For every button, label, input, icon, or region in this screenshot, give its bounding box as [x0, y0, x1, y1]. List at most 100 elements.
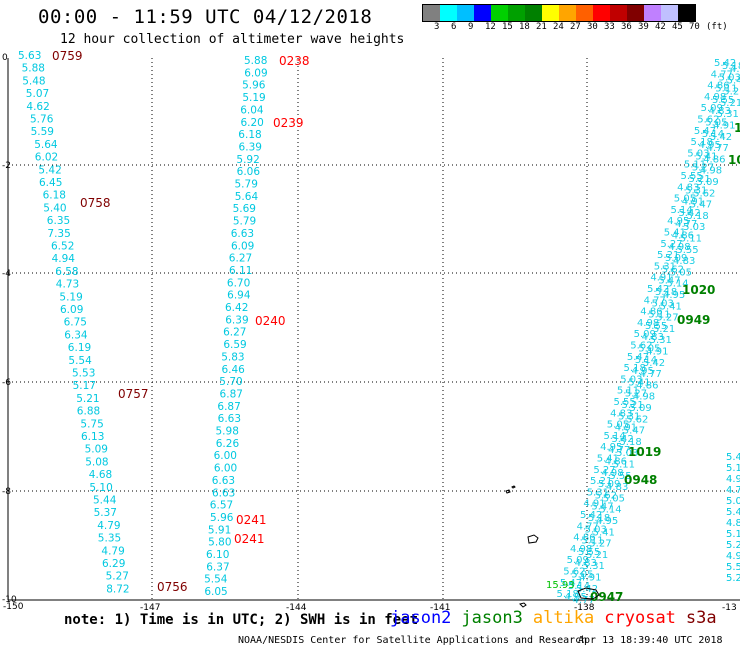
swh-value: 5.09	[634, 329, 656, 340]
swh-value: 4.77	[711, 69, 733, 80]
swh-value: 5.47	[627, 352, 649, 363]
swh-value: 6.63	[212, 475, 235, 487]
swh-value: 4.86	[573, 533, 595, 544]
swh-value: 5.64	[34, 139, 58, 151]
y-tick-label: -8	[2, 487, 11, 497]
swh-value: 4.86	[703, 154, 725, 165]
swh-value: 5.21	[720, 98, 740, 109]
swh-value: 5.09	[665, 253, 687, 264]
swh-value: 6.18	[43, 190, 66, 202]
swh-value: 6.20	[240, 117, 263, 129]
swh-value: 5.11	[617, 386, 639, 397]
swh-value: 6.00	[214, 463, 237, 475]
swh-value: 5.41	[593, 527, 615, 538]
time-label-jason3: 0948	[624, 473, 657, 487]
swh-value: 6.19	[68, 342, 91, 354]
swh-value: 5.55	[645, 321, 667, 332]
time-label-jason3: 1019	[628, 445, 661, 459]
swh-value: 5.42	[710, 132, 732, 143]
swh-value: 6.39	[225, 314, 248, 326]
time-label-cryosat: 0238	[279, 54, 310, 68]
time-label-cryosat: 0241	[236, 513, 267, 527]
swh-value: 5.27	[625, 389, 647, 400]
credit-line: NOAA/NESDIS Center for Satellite Applica…	[238, 635, 588, 646]
swh-value: 5.09	[85, 444, 108, 456]
swh-value: 5.19	[242, 92, 265, 104]
color-scale-tick: 42	[655, 22, 666, 32]
generated-timestamp: Apr 13 18:39:40 UTC 2018	[578, 635, 723, 646]
swh-value: 5.47	[658, 276, 680, 287]
satellite-legend: jason2 jason3 altika cryosat s3a	[390, 608, 727, 628]
swh-value: 5.03	[585, 524, 607, 535]
swh-value: 6.46	[221, 364, 245, 376]
swh-value: 5.14	[666, 279, 688, 290]
swh-value: 5.05	[705, 118, 727, 129]
swh-value: 5.62	[626, 414, 648, 425]
swh-value: 5.18	[557, 589, 579, 600]
swh-value: 4.83	[677, 182, 699, 193]
swh-value: 5.03	[683, 222, 705, 233]
time-label-cryosat: 0241	[234, 532, 265, 546]
island-outline	[519, 602, 527, 608]
swh-value: 6.27	[229, 253, 252, 265]
swh-value: 5.1	[726, 463, 740, 474]
swh-value: 4.95	[730, 64, 740, 75]
legend-s3a: s3a	[685, 608, 717, 628]
swh-value: 5.21	[653, 324, 675, 335]
swh-value: 5.62	[662, 264, 684, 275]
swh-value: 4.86	[707, 81, 729, 92]
legend-cryosat: cryosat	[604, 608, 676, 628]
map-subtitle: 12 hour collection of altimeter wave hei…	[60, 32, 405, 47]
swh-value: 5.03	[620, 374, 642, 385]
swh-value: 5.21	[76, 393, 99, 405]
legend-jason2: jason2	[390, 608, 452, 628]
swh-value: 4.83	[610, 408, 632, 419]
time-label-cryosat: 0240	[255, 314, 286, 328]
swh-value: 6.88	[77, 406, 100, 418]
swh-value: 5.55	[614, 397, 636, 408]
color-swatch	[627, 5, 644, 21]
color-scale-tick: 3	[434, 22, 440, 32]
swh-value: 5.42	[714, 58, 736, 69]
swh-value: 5.11	[613, 460, 635, 471]
color-swatch	[661, 5, 678, 21]
swh-value: 5.63	[18, 50, 41, 62]
swh-value: 5.64	[235, 191, 259, 203]
swh-value: 4.77	[640, 369, 662, 380]
swh-value: 4.91	[579, 573, 601, 584]
swh-value: 4.86	[605, 457, 627, 468]
swh-value: 6.75	[64, 317, 87, 329]
swh-value: 5.54	[204, 574, 228, 586]
swh-value: 4.86	[636, 380, 658, 391]
swh-value: 5.41	[727, 75, 740, 86]
legend-altika: altika	[532, 608, 595, 628]
swh-value: 5.59	[31, 126, 54, 138]
swh-value: 4.98	[637, 318, 659, 329]
swh-value: 5.53	[72, 368, 95, 380]
swh-value: 4.95	[699, 140, 721, 151]
swh-value: 4.83	[709, 106, 731, 117]
y-tick-label: -4	[2, 269, 11, 279]
swh-value: 6.45	[39, 177, 62, 189]
swh-value: 5.21	[657, 250, 679, 261]
swh-value: 5.11	[680, 234, 702, 245]
swh-value: 6.26	[216, 438, 240, 450]
swh-value: 5.05	[603, 493, 625, 504]
swh-value: 5.62	[630, 341, 652, 352]
swh-value: 5.05	[674, 194, 696, 205]
color-swatch	[525, 5, 542, 21]
swh-value: 4.91	[615, 423, 637, 434]
color-swatch	[559, 5, 576, 21]
swh-value: 5.83	[221, 351, 244, 363]
swh-value: 5.31	[717, 109, 739, 120]
swh-value: 4.86	[672, 231, 694, 242]
swh-value: 4.98	[704, 92, 726, 103]
color-swatch	[644, 5, 661, 21]
swh-value: 6.06	[237, 166, 261, 178]
swh-value: 6.63	[218, 413, 241, 425]
swh-value: 6.04	[240, 104, 264, 116]
swh-value: 5.09	[630, 403, 652, 414]
color-scale-tick: 9	[468, 22, 474, 32]
swh-value: 5.31	[587, 487, 609, 498]
